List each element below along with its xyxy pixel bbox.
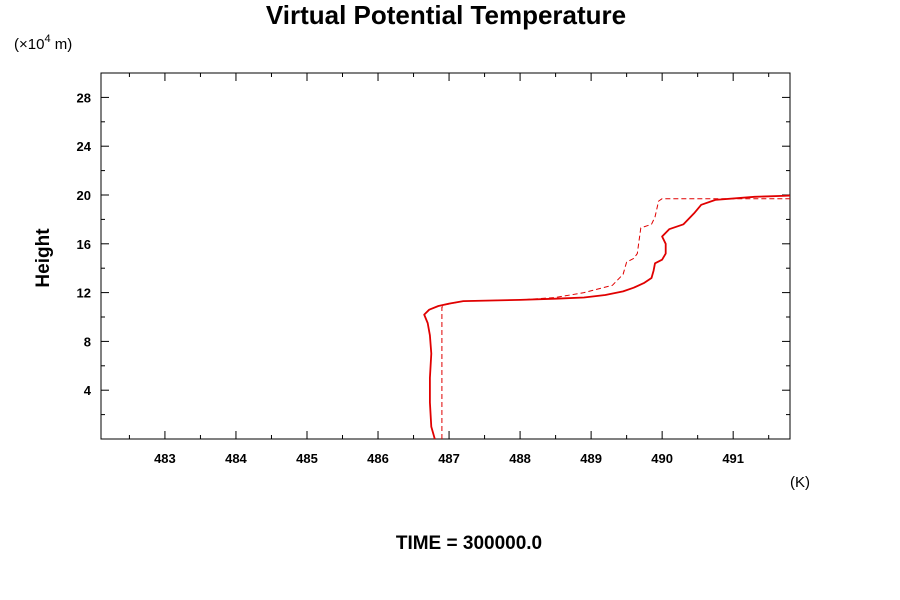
x-tick-label: 487 [438,451,460,466]
x-tick-label: 491 [722,451,744,466]
y-tick-label: 16 [77,237,91,252]
x-tick-label: 489 [580,451,602,466]
y-tick-label: 28 [77,90,91,105]
plot-frame [100,72,791,440]
y-tick-label: 20 [77,188,91,203]
time-footer: TIME = 300000.0 [396,533,542,554]
x-tick-label: 483 [154,451,176,466]
y-axis-title: Height [33,228,54,288]
y-tick-label: 12 [77,286,91,301]
plot-area [423,194,791,440]
x-tick-label: 490 [651,451,673,466]
x-tick-label: 488 [509,451,531,466]
x-unit-label: (K) [790,474,810,491]
x-tick-label: 486 [367,451,389,466]
y-tick-label: 4 [84,383,92,398]
y-tick-label: 24 [77,139,92,154]
x-axis: 483 484 485 486 487 488 489 490 491 [128,73,770,466]
y-unit-prefix: (×10 [14,36,44,53]
y-unit-suffix: m) [51,36,73,53]
y-unit-label: (×104 m) [14,33,72,53]
chart-title: Virtual Potential Temperature [266,0,626,30]
series-line-dashed [441,198,790,439]
y-unit-exponent: 4 [44,33,50,45]
x-tick-label: 485 [296,451,318,466]
y-axis: 4 8 12 16 20 24 28 [77,90,790,416]
series-line-solid [423,194,791,440]
y-tick-label: 8 [84,334,91,349]
x-tick-label: 484 [225,451,247,466]
